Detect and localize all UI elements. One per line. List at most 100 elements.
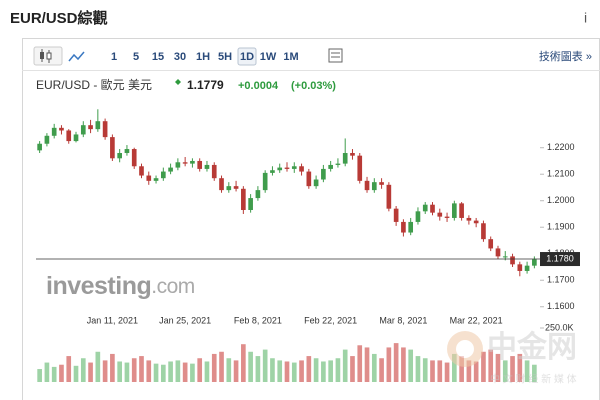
candle-body — [517, 264, 523, 271]
candle-body — [51, 127, 57, 136]
volume-bar — [306, 356, 312, 382]
interval-button[interactable]: 30 — [174, 51, 186, 63]
interval-button[interactable]: 1W — [260, 51, 277, 63]
line-type-button[interactable] — [68, 51, 85, 62]
volume-bar — [401, 347, 406, 382]
candle-body — [357, 155, 363, 181]
volume-bar — [495, 353, 501, 382]
tech-chart-link[interactable]: 技術圖表 » — [539, 49, 592, 63]
volume-bar — [488, 349, 494, 382]
candle-type-button[interactable] — [33, 46, 63, 66]
candle-body — [219, 178, 224, 191]
volume-bar — [168, 361, 173, 382]
interval-button[interactable]: 15 — [152, 51, 164, 63]
volume-tick-label: 250.0K — [545, 322, 574, 332]
interval-button[interactable]: 5H — [218, 51, 232, 63]
candle-body — [532, 259, 537, 266]
widget-title: EUR/USD綜觀 — [10, 9, 108, 27]
volume-bar — [160, 364, 166, 382]
candle-body — [182, 162, 188, 164]
volume-bar — [73, 365, 79, 382]
candle-body — [291, 166, 297, 169]
interval-button[interactable]: 5 — [133, 51, 139, 63]
interval-buttons: 1 5 15 30 1H 5H 1D 1W 1M — [111, 47, 299, 66]
candle-body — [197, 160, 203, 169]
candle-body — [306, 171, 312, 187]
candle-body — [262, 172, 268, 191]
volume-bar — [524, 360, 530, 382]
volume-bar — [510, 356, 515, 382]
interval-button[interactable]: 1M — [283, 51, 298, 63]
watermark-brand: investing.com — [46, 272, 195, 300]
volume-bar — [284, 361, 290, 382]
plot: 1.22001.21001.20001.19001.18001.17001.16… — [36, 109, 580, 382]
candle-body — [386, 184, 392, 209]
info-icon[interactable]: i — [584, 10, 587, 26]
candle-body — [452, 203, 457, 218]
candle-body — [481, 223, 486, 240]
candle-body — [371, 182, 377, 191]
volume-bar — [466, 360, 472, 382]
settings-button[interactable] — [328, 48, 343, 63]
volume-bar — [371, 353, 377, 382]
volume-bar — [342, 349, 348, 382]
volume-bar — [532, 364, 537, 382]
volume-bar — [175, 360, 181, 382]
candle-body — [473, 220, 479, 224]
volume-bar — [51, 366, 57, 382]
logo-watermark: 中金网 中 文 财 经 新 媒 体 — [447, 330, 577, 386]
volume-bar — [444, 362, 450, 382]
candle-body — [190, 160, 195, 164]
price-change-pct: (+0.03%) — [291, 80, 336, 92]
candle-body — [66, 130, 72, 142]
volume-bar — [270, 358, 275, 382]
volume-bar — [190, 363, 195, 382]
candle-body — [124, 149, 130, 154]
icon-stroke — [328, 48, 343, 63]
volume-bar — [335, 358, 341, 382]
volume-bar — [481, 351, 486, 382]
volume-bar — [226, 358, 232, 382]
candle-body — [131, 149, 137, 167]
volume-bar — [452, 353, 457, 382]
candle-body — [73, 134, 79, 142]
candle-body — [444, 216, 450, 218]
candle-body — [299, 166, 304, 172]
y-tick-label: 1.1900 — [547, 222, 575, 232]
volume-bar — [459, 356, 464, 382]
y-tick-label: 1.1700 — [547, 275, 575, 285]
volume-bar — [59, 364, 64, 382]
volume-bar — [219, 351, 224, 382]
y-tick-label: 1.1600 — [547, 301, 575, 311]
volume-bar — [430, 360, 435, 382]
volume-bar — [110, 353, 115, 382]
candle-body — [284, 167, 290, 169]
volume-bar — [277, 360, 283, 382]
candle-body — [495, 248, 501, 257]
interval-button[interactable]: 1 — [111, 51, 117, 63]
candle-body — [393, 208, 399, 222]
icon-stroke — [40, 52, 44, 59]
watermark-brand-main: investing — [46, 272, 151, 300]
volume-bar — [182, 362, 188, 382]
volume-bar — [313, 358, 319, 382]
interval-button[interactable]: 1H — [196, 51, 210, 63]
volume-bar — [117, 361, 122, 382]
volume-bar — [211, 353, 217, 382]
candle-body — [139, 166, 144, 176]
candle-body — [44, 135, 50, 144]
interval-button[interactable]: 1D — [240, 51, 254, 63]
volume-bar — [80, 358, 86, 382]
candle-body — [321, 168, 326, 180]
candle-body — [313, 179, 319, 187]
volume-bar — [379, 358, 384, 382]
volume-bar — [517, 353, 523, 382]
x-tick-label: Feb 8, 2021 — [234, 315, 282, 325]
volume-bar — [146, 360, 152, 382]
candle-body — [160, 171, 166, 179]
candle-body — [168, 167, 173, 172]
candle-body — [95, 121, 101, 130]
candle-body — [146, 175, 152, 181]
candle-body — [342, 153, 348, 164]
